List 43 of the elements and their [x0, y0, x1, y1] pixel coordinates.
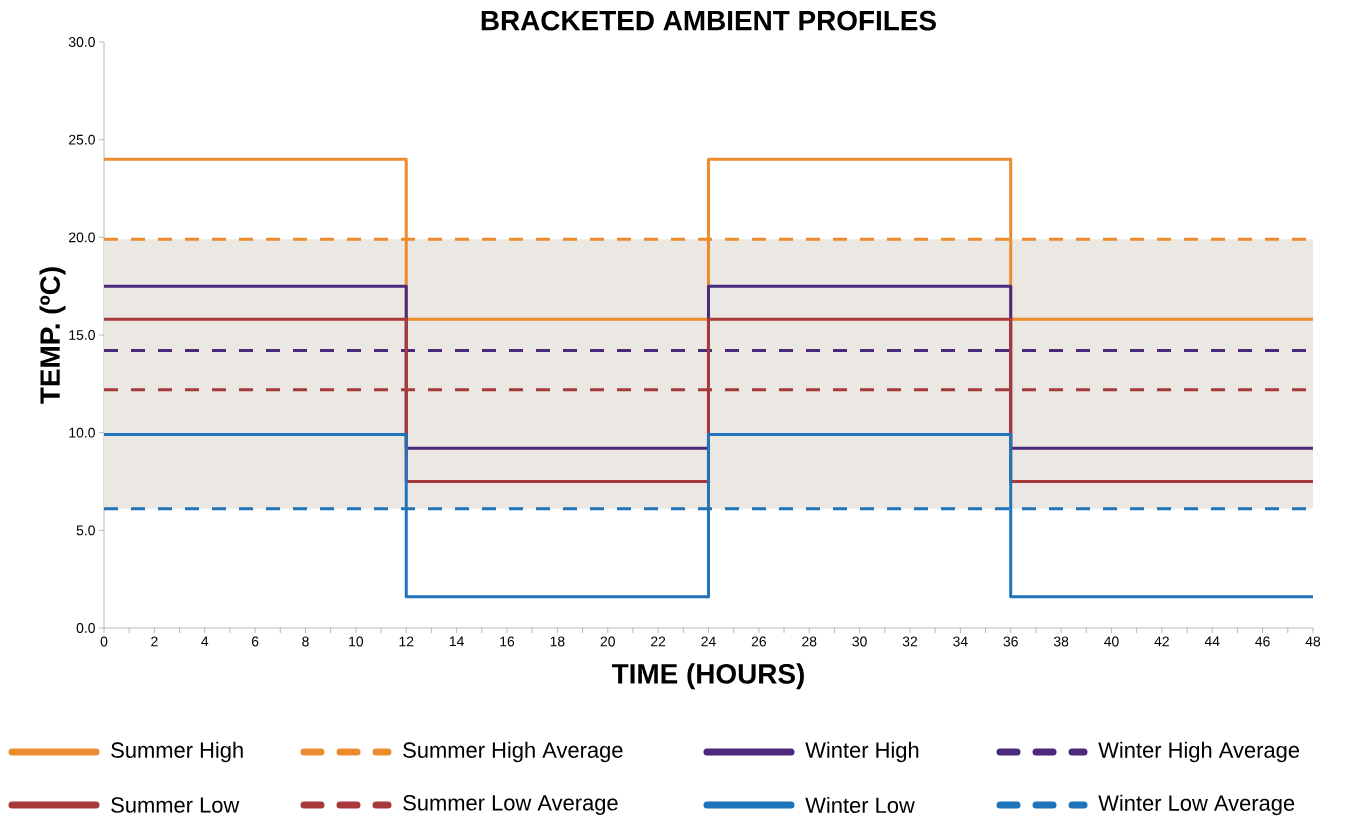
x-tick-label: 34 — [953, 636, 968, 647]
x-tick-label: 48 — [1305, 636, 1321, 647]
y-tick-label: 20.0 — [69, 232, 95, 243]
x-axis-title: TIME (HOURS) — [611, 663, 804, 690]
x-tick-label: 12 — [399, 636, 414, 647]
legend-label: Winter High Average — [1098, 741, 1300, 763]
x-tick-label: 22 — [651, 636, 666, 647]
y-tick-label: 30.0 — [68, 37, 95, 47]
x-tick-label: 6 — [251, 636, 259, 647]
x-tick-label: 16 — [500, 636, 515, 647]
x-tick-label: 36 — [1003, 636, 1018, 647]
legend-label: Summer Low — [111, 797, 240, 813]
x-tick-label: 38 — [1053, 636, 1069, 647]
x-tick-label: 28 — [802, 636, 817, 647]
x-tick-label: 8 — [302, 636, 309, 647]
legend-label: Winter Low — [805, 796, 915, 814]
x-tick-label: 14 — [449, 636, 464, 647]
x-tick-label: 42 — [1154, 636, 1169, 647]
y-tick-label: 0.0 — [76, 623, 95, 633]
legend-label: Summer High — [111, 741, 243, 763]
x-tick-label: 44 — [1204, 636, 1220, 647]
x-tick-label: 0 — [100, 636, 108, 647]
y-tick-label: 25.0 — [69, 134, 95, 145]
x-tick-label: 20 — [600, 636, 615, 647]
x-tick-label: 2 — [151, 636, 158, 647]
y-tick-label: 10.0 — [69, 427, 95, 438]
x-tick-label: 30 — [852, 636, 867, 647]
legend-label: Summer High Average — [403, 741, 623, 763]
y-tick-label: 15.0 — [69, 330, 95, 340]
x-tick-label: 46 — [1255, 636, 1270, 647]
x-tick-label: 26 — [751, 636, 766, 647]
y-tick-label: 5.0 — [76, 525, 95, 536]
x-tick-label: 24 — [701, 636, 716, 647]
x-tick-label: 32 — [902, 636, 918, 647]
y-axis-title: TEMP. (ºC) — [39, 267, 66, 404]
x-tick-label: 10 — [349, 636, 364, 647]
x-tick-label: 4 — [201, 636, 209, 647]
legend-label: Summer Low Average — [403, 795, 618, 815]
x-tick-label: 40 — [1104, 636, 1119, 647]
legend-label: Winter High — [805, 741, 919, 763]
legend-label: Winter Low Average — [1098, 794, 1295, 816]
chart-title: BRACKETED AMBIENT PROFILES — [481, 10, 936, 31]
x-tick-label: 18 — [550, 636, 565, 647]
